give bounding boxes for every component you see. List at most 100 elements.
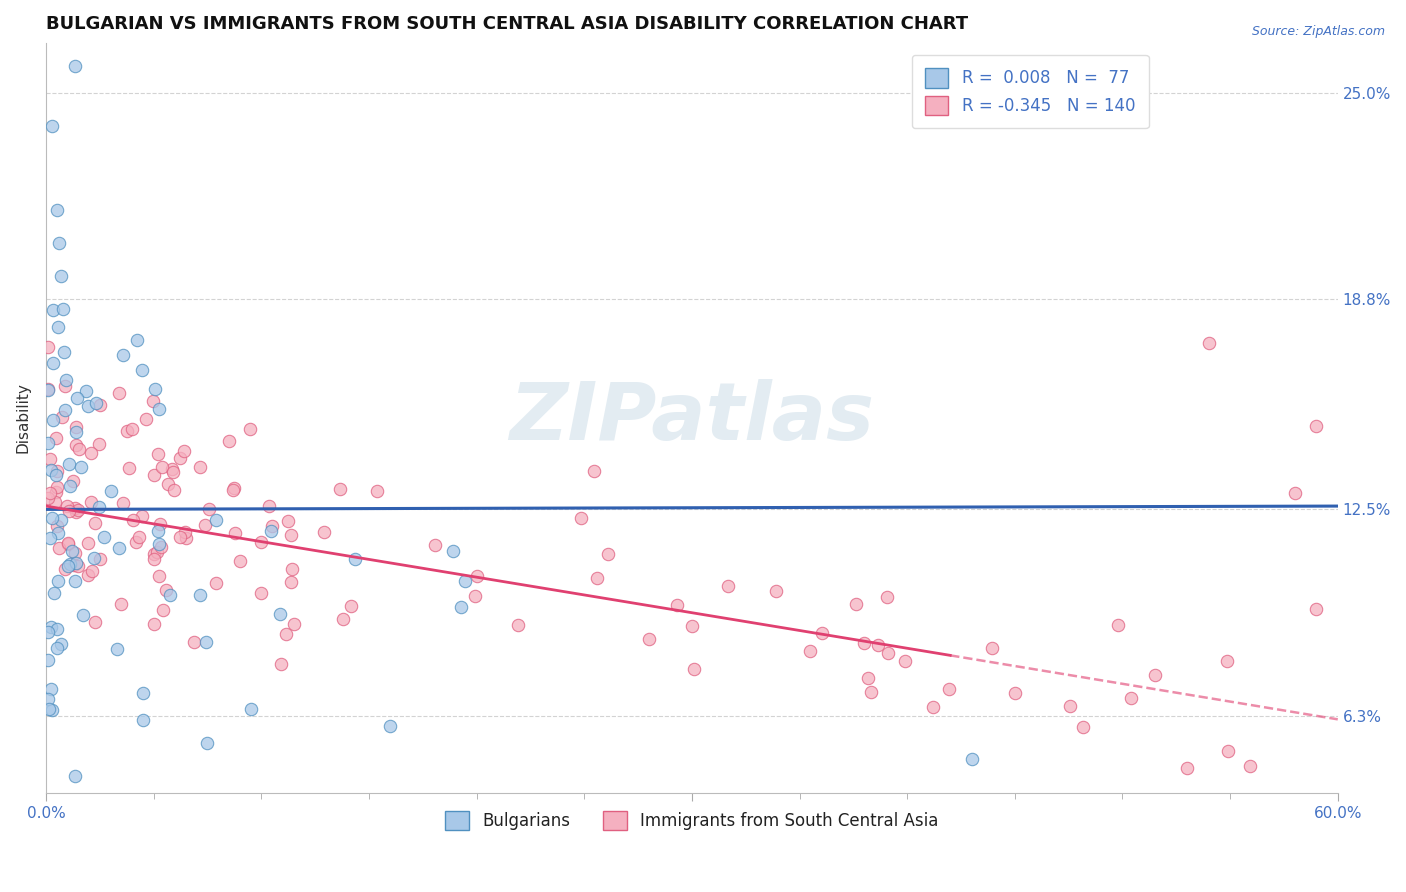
Point bbox=[41, 356, 63, 370]
Point bbox=[1004, 686, 1026, 700]
Point bbox=[76, 567, 98, 582]
Point bbox=[39, 452, 62, 467]
Point bbox=[60, 543, 83, 558]
Point bbox=[46, 526, 69, 541]
Point bbox=[269, 607, 291, 622]
Point bbox=[72, 607, 94, 622]
Point bbox=[75, 384, 97, 398]
Point bbox=[152, 603, 174, 617]
Point bbox=[51, 409, 73, 424]
Point bbox=[239, 422, 262, 436]
Point bbox=[845, 597, 868, 611]
Point bbox=[52, 302, 75, 317]
Point bbox=[1107, 618, 1129, 632]
Point bbox=[922, 699, 945, 714]
Point bbox=[41, 620, 63, 634]
Point bbox=[274, 627, 297, 641]
Point bbox=[117, 461, 139, 475]
Point bbox=[89, 500, 111, 514]
Point bbox=[53, 379, 76, 393]
Point bbox=[1175, 761, 1198, 775]
Point bbox=[765, 584, 787, 599]
Point bbox=[132, 714, 155, 728]
Point bbox=[67, 503, 90, 517]
Point bbox=[84, 516, 107, 530]
Point bbox=[65, 425, 87, 439]
Point bbox=[55, 373, 77, 387]
Point bbox=[876, 646, 898, 660]
Point bbox=[39, 485, 62, 500]
Point bbox=[65, 769, 87, 783]
Point bbox=[122, 513, 145, 527]
Point bbox=[1305, 419, 1327, 434]
Point bbox=[149, 516, 172, 531]
Point bbox=[450, 600, 472, 615]
Point bbox=[148, 401, 170, 416]
Point bbox=[49, 512, 72, 526]
Point bbox=[59, 479, 82, 493]
Point bbox=[142, 552, 165, 566]
Point bbox=[62, 474, 84, 488]
Point bbox=[585, 571, 607, 585]
Point bbox=[188, 589, 211, 603]
Point bbox=[281, 562, 304, 576]
Point bbox=[344, 552, 367, 566]
Point bbox=[79, 495, 101, 509]
Point bbox=[868, 638, 890, 652]
Point bbox=[112, 348, 135, 362]
Point bbox=[981, 641, 1004, 656]
Point bbox=[46, 622, 69, 636]
Point bbox=[277, 515, 299, 529]
Point bbox=[100, 484, 122, 499]
Point bbox=[1284, 485, 1306, 500]
Point bbox=[1198, 335, 1220, 350]
Point bbox=[70, 460, 93, 475]
Point bbox=[131, 508, 153, 523]
Y-axis label: Disability: Disability bbox=[15, 383, 30, 453]
Point bbox=[41, 681, 63, 696]
Point bbox=[328, 482, 350, 496]
Point bbox=[37, 340, 59, 354]
Point bbox=[37, 491, 59, 505]
Point bbox=[1059, 699, 1081, 714]
Point bbox=[332, 612, 354, 626]
Point bbox=[45, 202, 67, 217]
Point bbox=[63, 546, 86, 560]
Point bbox=[89, 398, 111, 412]
Point bbox=[148, 536, 170, 550]
Point bbox=[150, 460, 173, 475]
Point bbox=[270, 657, 292, 672]
Point bbox=[665, 598, 688, 612]
Point bbox=[174, 524, 197, 539]
Point bbox=[38, 701, 60, 715]
Point bbox=[56, 535, 79, 549]
Point bbox=[110, 597, 132, 611]
Point bbox=[681, 619, 703, 633]
Point bbox=[142, 467, 165, 482]
Point bbox=[464, 590, 486, 604]
Point bbox=[63, 59, 86, 73]
Point bbox=[65, 574, 87, 589]
Text: BULGARIAN VS IMMIGRANTS FROM SOUTH CENTRAL ASIA DISABILITY CORRELATION CHART: BULGARIAN VS IMMIGRANTS FROM SOUTH CENTR… bbox=[46, 15, 969, 33]
Point bbox=[125, 333, 148, 347]
Point bbox=[380, 719, 402, 733]
Point bbox=[148, 524, 170, 538]
Legend: Bulgarians, Immigrants from South Central Asia: Bulgarians, Immigrants from South Centra… bbox=[439, 805, 945, 837]
Point bbox=[340, 599, 363, 614]
Point bbox=[45, 431, 67, 445]
Point bbox=[37, 625, 59, 640]
Point bbox=[82, 564, 104, 578]
Point bbox=[860, 685, 883, 699]
Point bbox=[46, 574, 69, 588]
Point bbox=[45, 519, 67, 533]
Point bbox=[65, 419, 87, 434]
Point bbox=[1216, 744, 1239, 758]
Point bbox=[1305, 602, 1327, 616]
Point bbox=[960, 752, 983, 766]
Point bbox=[53, 403, 76, 417]
Point bbox=[1239, 759, 1261, 773]
Text: Source: ZipAtlas.com: Source: ZipAtlas.com bbox=[1251, 25, 1385, 38]
Point bbox=[250, 535, 273, 549]
Point bbox=[77, 399, 100, 413]
Point bbox=[77, 535, 100, 549]
